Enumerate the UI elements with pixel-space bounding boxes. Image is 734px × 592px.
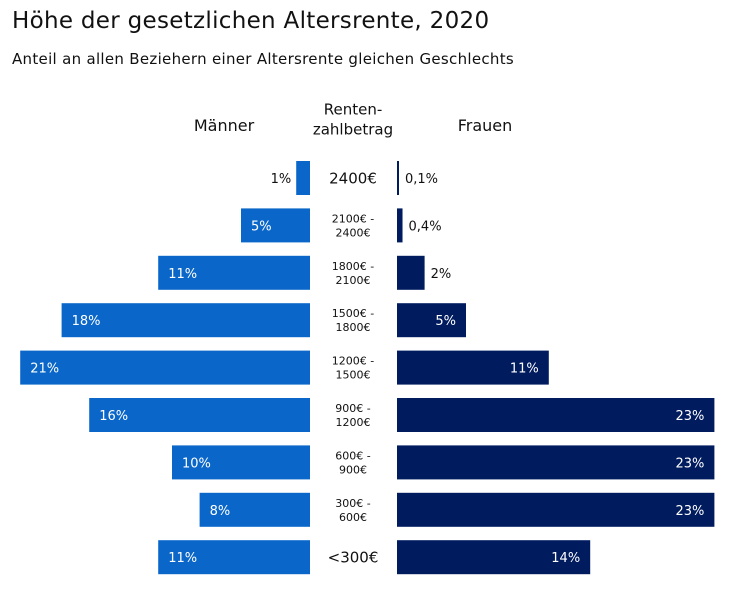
- legend-women: Frauen: [458, 116, 513, 135]
- bar-men: [89, 398, 310, 432]
- data-label-men: 21%: [30, 362, 59, 377]
- category-label: 2400€: [329, 169, 377, 187]
- data-label-men: 10%: [182, 456, 211, 471]
- bar-women: [397, 303, 466, 338]
- category-label: 1500€ -1800€: [332, 307, 374, 334]
- data-label-women: 2%: [431, 267, 452, 282]
- category-header: Renten-zahlbetrag: [313, 100, 393, 138]
- data-label-women: 5%: [435, 314, 456, 329]
- category-label: 2100€ -2400€: [332, 212, 374, 239]
- data-label-women: 14%: [551, 551, 580, 566]
- category-label: 1800€ -2100€: [332, 260, 374, 287]
- bar-men: [158, 255, 310, 290]
- bar-women: [397, 255, 425, 290]
- legend-men: Männer: [194, 116, 255, 135]
- bar-men: [61, 303, 310, 338]
- bar-women: [397, 398, 715, 432]
- bar-women: [397, 492, 715, 527]
- data-label-men: 16%: [99, 409, 128, 424]
- bar-women: [397, 445, 715, 480]
- category-label: 300€ -600€: [335, 497, 370, 524]
- bar-men: [199, 492, 310, 527]
- data-label-men: 1%: [271, 172, 292, 187]
- category-label: 900€ -1200€: [335, 402, 370, 429]
- data-label-women: 23%: [675, 456, 704, 471]
- bar-men: [296, 161, 310, 195]
- data-label-women: 23%: [675, 409, 704, 424]
- data-label-women: 23%: [675, 504, 704, 519]
- bar-men: [172, 445, 310, 480]
- data-label-men: 11%: [168, 267, 197, 282]
- bar-women: [397, 161, 399, 195]
- chart-subtitle: Anteil an allen Beziehern einer Altersre…: [12, 50, 515, 68]
- chart-title: Höhe der gesetzlichen Altersrente, 2020: [12, 8, 490, 34]
- data-label-men: 8%: [210, 504, 231, 519]
- bar-women: [397, 208, 403, 243]
- category-label: 600€ -900€: [335, 449, 370, 476]
- bar-men: [20, 350, 310, 385]
- data-label-men: 18%: [72, 314, 101, 329]
- category-label: 1200€ -1500€: [332, 355, 374, 382]
- bar-men: [158, 540, 310, 575]
- bar-women: [397, 540, 591, 575]
- bar-women: [397, 350, 549, 385]
- data-label-men: 5%: [251, 219, 272, 234]
- data-label-men: 11%: [168, 551, 197, 566]
- data-label-women: 11%: [510, 362, 539, 377]
- data-label-women: 0,1%: [405, 172, 438, 187]
- category-label: <300€: [328, 549, 379, 567]
- data-label-women: 0,4%: [409, 219, 442, 234]
- bar-men: [241, 208, 310, 243]
